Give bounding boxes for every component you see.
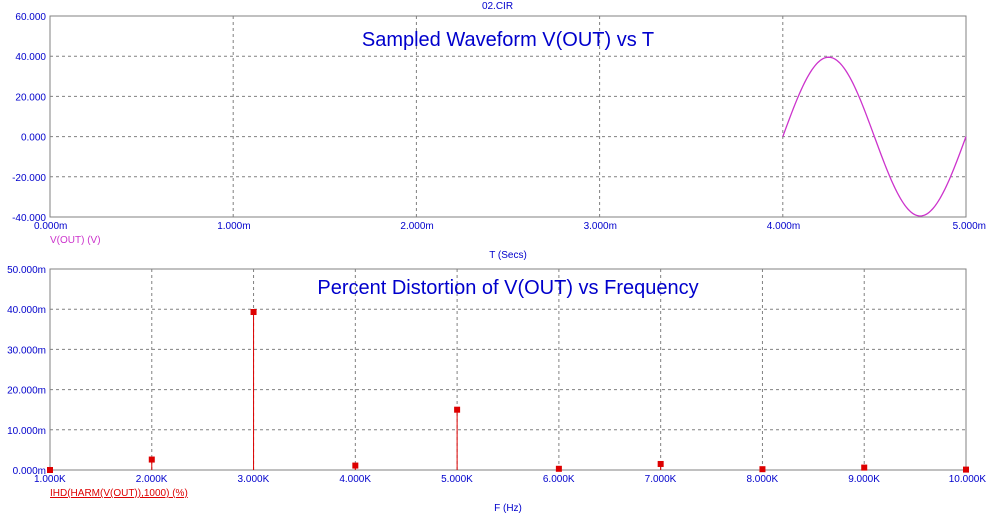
x-tick-label: 5.000m [953,221,986,232]
window-title: 02.CIR [481,1,514,12]
y-tick-label: 20.000 [15,92,46,103]
harmonic-marker [861,464,868,471]
y-tick-label: 60.000 [15,12,46,23]
x-tick-label: 7.000K [645,474,677,485]
x-tick-label: 5.000K [441,474,473,485]
x-tick-label: 1.000m [217,221,250,232]
x-tick-label: 3.000m [584,221,617,232]
y-tick-label: 0.000 [21,133,46,144]
chart-title: Percent Distortion of V(OUT) vs Frequenc… [317,277,698,299]
y-tick-label: 50.000m [7,265,46,276]
x-tick-label: 1.000K [34,474,66,485]
x-tick-label: 2.000K [136,474,168,485]
x-tick-label: 0.000m [34,221,67,232]
y-tick-label: 10.000m [7,426,46,437]
x-tick-label: 4.000K [339,474,371,485]
harmonic-marker [657,460,664,467]
harmonic-marker [759,466,766,473]
legend-label: IHD(HARM(V(OUT)),1000) (%) [50,488,188,499]
y-tick-label: 30.000m [7,345,46,356]
chart-title: Sampled Waveform V(OUT) vs T [362,29,654,51]
harmonic-marker [352,462,359,469]
harmonic-marker [963,466,969,473]
harmonic-marker [454,406,461,413]
x-tick-label: 4.000m [767,221,800,232]
x-tick-label: 9.000K [848,474,880,485]
harmonic-marker [555,465,562,472]
harmonic-marker [47,467,53,473]
x-tick-label: 10.000K [949,474,987,485]
y-tick-label: 40.000 [15,52,46,63]
x-axis-label: T (Secs) [489,250,527,261]
y-tick-label: -20.000 [12,173,46,184]
waveform-chart: 60.000 40.000 20.000 0.000 -20.000 -40.0000.0… [12,12,986,261]
x-axis-label: F (Hz) [494,503,522,514]
vout-waveform-line [782,56,967,217]
legend-label: V(OUT) (V) [50,235,101,246]
x-tick-label: 8.000K [746,474,778,485]
x-tick-label: 6.000K [543,474,575,485]
y-tick-label: -40.000 [12,213,46,224]
harmonic-marker [148,456,155,463]
y-tick-label: 0.000m [13,466,46,477]
plot-frame [49,15,967,218]
harmonic-marker [250,309,257,316]
y-tick-label: 20.000m [7,386,46,397]
y-tick-label: 40.000m [7,305,46,316]
distortion-chart: 50.000m 40.000m 30.000m 20.000m 10.000m 0.000… [7,265,986,514]
x-tick-label: 2.000m [400,221,433,232]
plot-frame [49,268,967,471]
x-tick-label: 3.000K [238,474,270,485]
